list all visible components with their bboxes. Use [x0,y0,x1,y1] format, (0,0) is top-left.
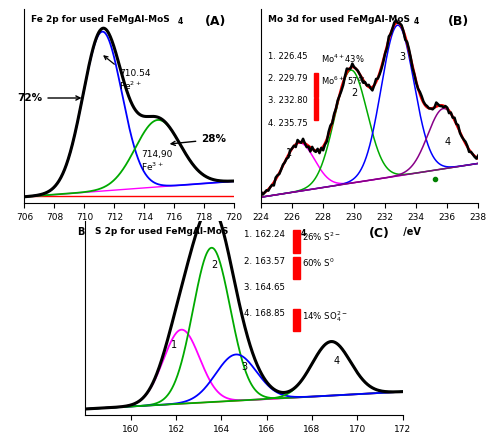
Text: 4: 4 [301,229,305,239]
Text: Mo$^{4+}$43%: Mo$^{4+}$43% [321,52,365,65]
Text: 4: 4 [414,17,419,27]
Text: 4: 4 [334,356,340,366]
Text: S 2p for used FeMgAl-MoS: S 2p for used FeMgAl-MoS [95,226,228,236]
Bar [314,98,318,120]
Bar [293,257,300,279]
Text: 3: 3 [399,52,406,62]
Text: 1. 162.24: 1. 162.24 [244,230,285,239]
Bar [293,230,300,253]
Text: Mo 3d for used FeMgAl-MoS: Mo 3d for used FeMgAl-MoS [267,14,409,24]
Text: (C): (C) [369,226,390,239]
Text: 1: 1 [286,148,292,158]
Text: Mo$^{6+}$ 57%: Mo$^{6+}$ 57% [321,75,366,87]
Text: Fe 2p for used FeMgAl-MoS: Fe 2p for used FeMgAl-MoS [31,14,169,24]
Text: 26% S$^{2-}$: 26% S$^{2-}$ [302,230,341,243]
Text: 1: 1 [171,340,177,350]
X-axis label: Binding Energy/eV: Binding Energy/eV [319,228,421,237]
Text: 2. 229.79: 2. 229.79 [267,74,307,83]
Text: 4. 168.85: 4. 168.85 [244,309,285,318]
Text: 3. 232.80: 3. 232.80 [267,96,307,105]
Text: 2: 2 [211,260,218,270]
Bar [314,73,318,97]
Text: 2. 163.57: 2. 163.57 [244,257,285,266]
Text: 714,90
Fe$^{3+}$: 714,90 Fe$^{3+}$ [142,150,173,173]
X-axis label: Binding Energy/eV: Binding Energy/eV [79,228,180,237]
Bar [293,309,300,332]
Text: 3. 164.65: 3. 164.65 [244,283,285,292]
Text: 14% SO$_4^{2-}$: 14% SO$_4^{2-}$ [302,309,347,324]
Text: 3: 3 [241,362,247,372]
Text: (A): (A) [204,14,226,28]
Text: 2: 2 [351,88,357,98]
Text: 28%: 28% [171,135,226,146]
Text: 60% S$^0$: 60% S$^0$ [302,257,335,269]
Text: 4. 235.75: 4. 235.75 [267,118,307,128]
Text: 4: 4 [178,17,183,27]
Text: 1. 226.45: 1. 226.45 [267,52,307,60]
Text: (B): (B) [448,14,469,28]
Text: 710.54
Fe$^{2+}$: 710.54 Fe$^{2+}$ [104,56,150,92]
Text: 4: 4 [444,137,450,147]
Text: 72%: 72% [17,93,80,103]
